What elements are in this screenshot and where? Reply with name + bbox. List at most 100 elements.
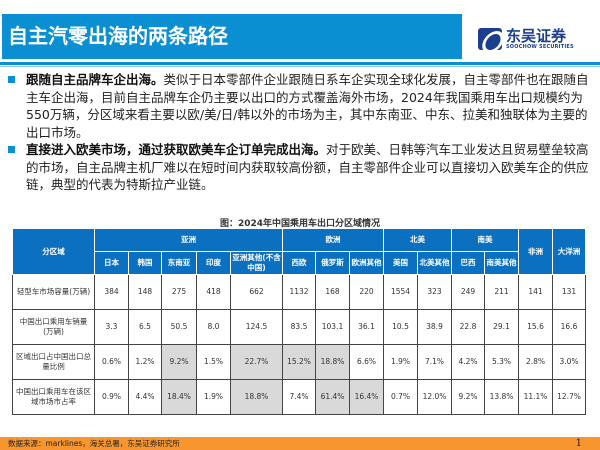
bullet-enter-west: 直接进入欧美市场，通过获取欧美车企订单完成出海。对于欧美、日韩等汽车工业发达且贸… [8,141,590,194]
table-cell: 4.2% [451,344,485,380]
bullet-follow-brands: 跟随自主品牌车企出海。类似于日本零部件企业跟随日系车企实现全球化发展，自主零部件… [8,71,590,141]
table-cell: 6.6% [349,344,384,380]
table-cell: 18.8% [315,344,350,380]
bullet-text: 对于欧美、日韩等汽车工业发达且贸易壁垒较高的市场，自主品牌主机厂难以在短时间内获… [26,142,589,192]
table-cell: 124.5 [230,309,283,345]
table-cell: 275 [161,274,197,310]
table-cell: 61.4% [315,379,350,415]
table-cell: 8.0 [196,309,231,345]
column-header: 韩国 [128,251,162,275]
table-row: 区域出口占中国出口总量比例 0.6% 1.2% 9.2% 1.5% 22.7% 15.2% 1… [12,344,586,380]
table-cell: 1132 [282,274,316,310]
column-header: 西欧 [282,251,316,275]
table-cell: 22.8 [451,309,485,345]
table-cell: 211 [484,274,519,310]
group-header: 北美 [383,228,452,252]
column-header: 俄罗斯 [315,251,350,275]
company-logo: 东吴证券 SOOCHOW SECURITIES [478,28,574,50]
table-cell: 1.5% [196,344,231,380]
table-cell: 1.9% [383,344,418,380]
table-cell: 0.7% [383,379,418,415]
group-header: 亚洲 [94,228,283,252]
column-header: 北美其他 [417,251,452,275]
bullet-text: 类似于日本零部件企业跟随日系车企实现全球化发展，自主零部件也在跟随自主车企出海，… [26,72,589,140]
table-cell: 4.4% [128,379,162,415]
export-region-table: 分区域 亚洲 欧洲 北美 南美 非洲 大洋洲 日本 韩国 东南亚 印度 亚洲其他(不含中… [12,228,586,415]
table-cell: 220 [349,274,384,310]
header-divider [0,62,600,65]
row-label: 中国出口乘用车在该区域市场市占率 [12,379,95,415]
table-cell: 5.3% [484,344,519,380]
table-cell: 18.4% [161,379,197,415]
table-cell: 16.6 [552,309,586,345]
footer-bar: 数据来源：marklines，海关总署，东吴证券研究所 1 [0,437,600,450]
bullet-heading: 直接进入欧美市场，通过获取欧美车企订单完成出海。 [26,142,327,157]
table-cell: 7.4% [282,379,316,415]
table-cell: 2.8% [518,344,553,380]
table-cell: 29.1 [484,309,519,345]
table-cell: 1554 [383,274,418,310]
table-cell: 18.8% [230,379,283,415]
data-source: 数据来源：marklines，海关总署，东吴证券研究所 [8,439,180,448]
table-cell: 12.0% [417,379,452,415]
table-cell: 16.4% [349,379,384,415]
table-cell: 168 [315,274,350,310]
group-header: 欧洲 [282,228,384,252]
group-header: 南美 [451,228,519,252]
table-cell: 103.1 [315,309,350,345]
table-cell: 50.5 [161,309,197,345]
table-cell: 9.2% [451,379,485,415]
table-cell: 3.3 [94,309,129,345]
table-cell: 662 [230,274,283,310]
table-cell: 141 [518,274,553,310]
table-cell: 1.2% [128,344,162,380]
column-header: 欧洲其他 [349,251,384,275]
table-cell: 15.6 [518,309,553,345]
table-cell: 9.2% [161,344,197,380]
header-divider-thin [0,66,600,67]
table-cell: 249 [451,274,485,310]
row-label: 轻型车市场容量(万辆) [12,274,95,310]
table-cell: 1.9% [196,379,231,415]
column-header: 南美其他 [484,251,519,275]
logo-cn: 东吴证券 [506,27,567,45]
table-row: 中国出口乘用车销量(万辆) 3.3 6.5 50.5 8.0 124.5 83.5 103.1… [12,309,586,345]
table-cell: 22.7% [230,344,283,380]
table-cell: 418 [196,274,231,310]
corner-header: 分区域 [12,228,95,275]
column-header: 亚洲其他(不含中国) [230,251,283,275]
table-cell: 384 [94,274,129,310]
table-cell: 6.5 [128,309,162,345]
table-cell: 38.9 [417,309,452,345]
table-cell: 323 [417,274,452,310]
page-number: 1 [575,438,582,449]
row-label: 中国出口乘用车销量(万辆) [12,309,95,345]
table-cell: 15.2% [282,344,316,380]
table-cell: 148 [128,274,162,310]
bullet-square-icon [8,146,15,153]
table-cell: 13.8% [484,379,519,415]
page-title: 自主汽零出海的两条路径 [2,14,462,59]
table-cell: 7.1% [417,344,452,380]
group-header: 大洋洲 [552,228,586,275]
column-header: 东南亚 [161,251,197,275]
column-header: 美国 [383,251,418,275]
table-cell: 83.5 [282,309,316,345]
table-cell: 0.9% [94,379,129,415]
column-header: 印度 [196,251,231,275]
logo-mark-icon [478,28,502,50]
table-cell: 131 [552,274,586,310]
table-cell: 3.0% [552,344,586,380]
group-header: 非洲 [518,228,553,275]
table-row: 轻型车市场容量(万辆) 384 148 275 418 662 1132 168 220 1554… [12,274,586,310]
column-header: 巴西 [451,251,485,275]
bullet-square-icon [8,76,15,83]
row-label: 区域出口占中国出口总量比例 [12,344,95,380]
table-row: 中国出口乘用车在该区域市场市占率 0.9% 4.4% 18.4% 1.9% 18.8% 7.… [12,379,586,415]
figure-caption: 图：2024年中国乘用车出口分区域情况 [219,219,381,229]
table-cell: 12.7% [552,379,586,415]
table-cell: 0.6% [94,344,129,380]
column-header: 日本 [94,251,129,275]
table-cell: 11.1% [518,379,553,415]
logo-en: SOOCHOW SECURITIES [506,44,574,50]
